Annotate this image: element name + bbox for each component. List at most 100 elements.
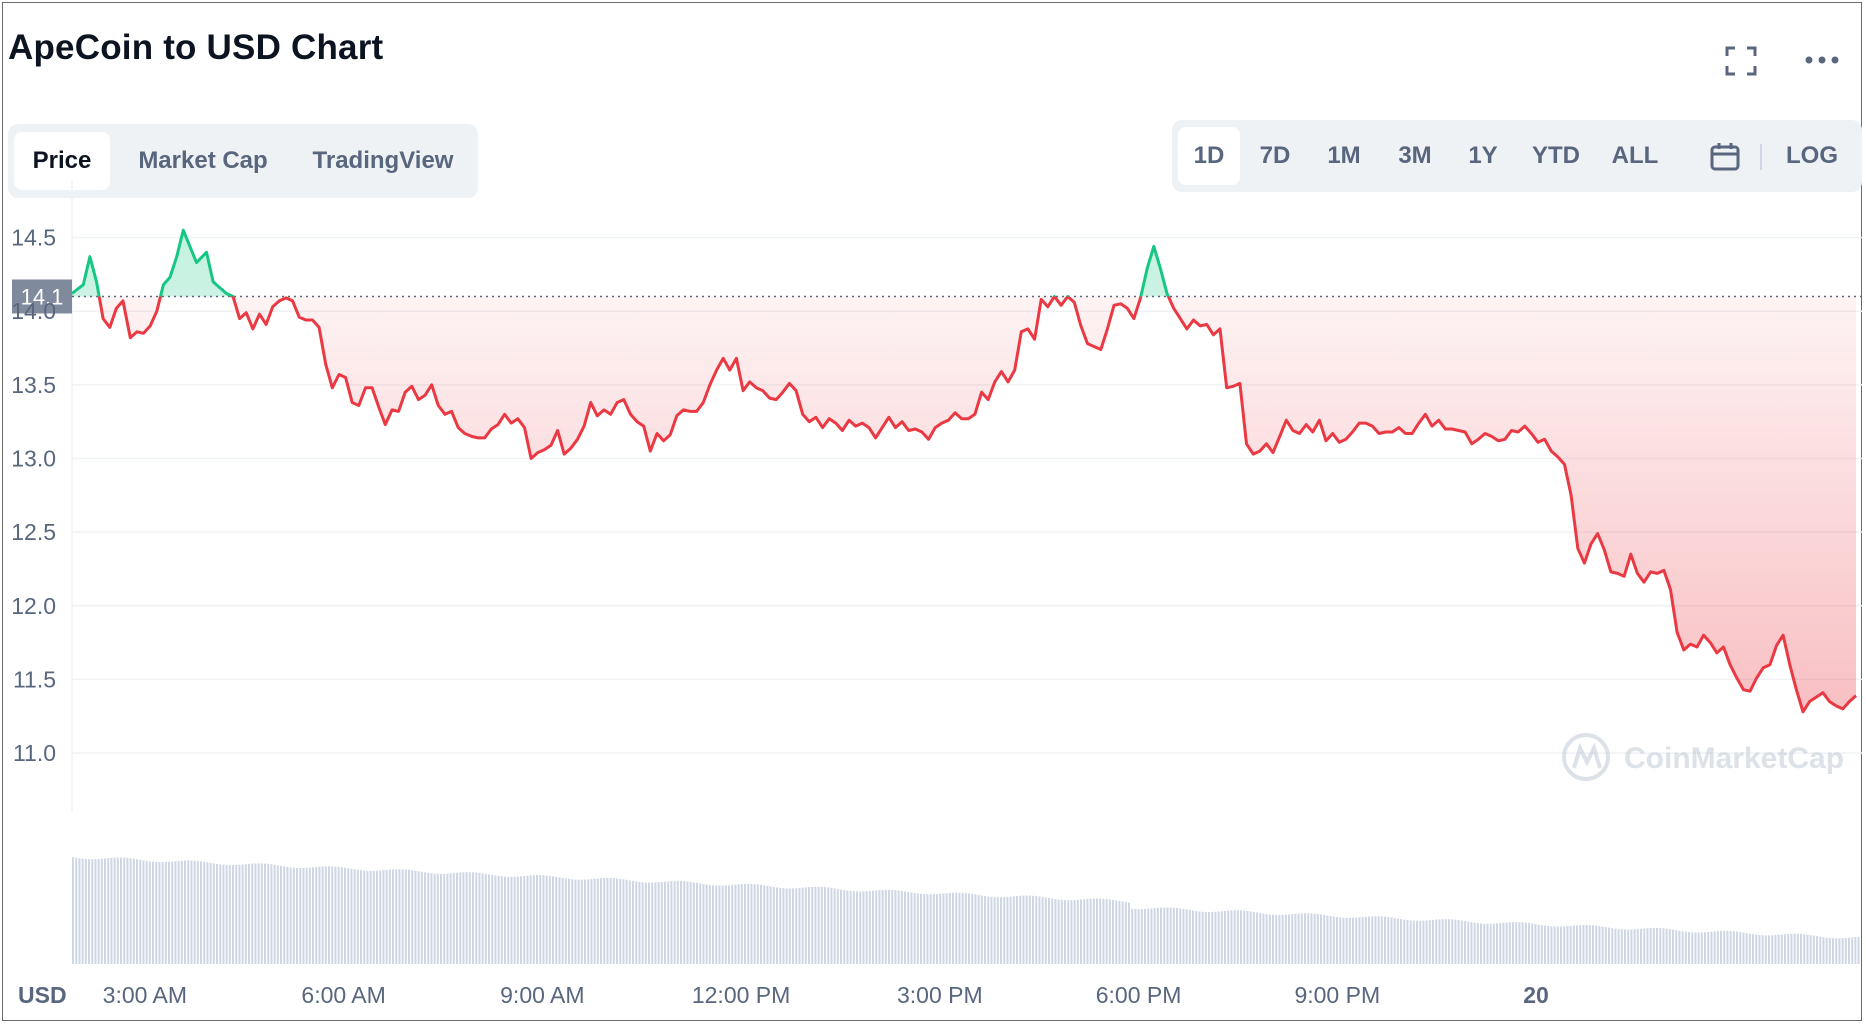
volume-bar: [1124, 902, 1127, 964]
volume-bar: [897, 890, 900, 964]
volume-bar: [171, 861, 174, 964]
volume-bar: [1166, 907, 1169, 964]
volume-bar: [1652, 927, 1655, 964]
range-ytd-button[interactable]: YTD: [1532, 142, 1580, 169]
volume-bar: [878, 890, 881, 964]
volume-bar: [1396, 918, 1399, 964]
volume-bar: [1793, 933, 1796, 964]
volume-bar: [824, 887, 826, 964]
volume-bar: [1304, 913, 1306, 964]
volume-bar: [1784, 934, 1786, 964]
volume-bar: [1556, 926, 1559, 964]
volume-bar: [715, 885, 718, 964]
volume-bar: [1307, 913, 1310, 964]
tab-market-cap[interactable]: Market Cap: [138, 147, 268, 174]
volume-bar: [712, 885, 714, 964]
volume-bar: [1355, 917, 1358, 964]
volume-bar: [1009, 896, 1012, 964]
volume-bar: [1393, 918, 1396, 964]
volume-bar: [1659, 928, 1662, 964]
y-tick-label: 14.0: [11, 298, 56, 324]
volume-bar: [1313, 913, 1316, 964]
volume-bar: [968, 893, 970, 964]
volume-bar: [612, 878, 615, 964]
volume-bar: [1768, 935, 1770, 964]
volume-bar: [932, 894, 935, 964]
volume-bar: [507, 876, 510, 964]
reference-price-line: 14.1: [12, 279, 1862, 314]
volume-bar: [763, 885, 766, 964]
volume-bar: [1499, 923, 1502, 964]
volume-bar: [219, 864, 222, 964]
calendar-icon[interactable]: [1710, 142, 1740, 172]
volume-bar: [820, 886, 823, 964]
range-1y-button[interactable]: 1Y: [1468, 142, 1498, 169]
volume-bar: [619, 878, 622, 964]
volume-bar: [1432, 919, 1434, 964]
price-line-down: [97, 296, 1857, 714]
volume-bar: [328, 866, 330, 964]
volume-bar: [280, 865, 282, 964]
volume-bar: [891, 889, 894, 964]
expand-icon[interactable]: [1725, 46, 1757, 76]
volume-bar: [795, 888, 798, 964]
range-all-button[interactable]: ALL: [1611, 142, 1659, 169]
volume-bar: [740, 884, 743, 964]
volume-bar: [270, 864, 273, 964]
volume-bar: [1848, 937, 1850, 964]
volume-bar: [388, 869, 391, 964]
more-icon[interactable]: [1804, 50, 1840, 70]
volume-bar: [257, 863, 260, 964]
volume-bar: [1105, 899, 1108, 964]
volume-bar: [974, 894, 977, 964]
volume-bar: [1470, 922, 1473, 964]
volume-bar: [504, 876, 506, 964]
volume-bar: [1796, 933, 1799, 964]
volume-bar: [811, 886, 814, 964]
volume-bar: [1259, 913, 1262, 964]
volume-bar: [513, 876, 516, 964]
volume-bar: [84, 858, 87, 964]
volume-bar: [1822, 937, 1825, 964]
volume-bar: [558, 877, 561, 964]
volume-bar: [488, 874, 490, 964]
tab-price[interactable]: Price: [14, 132, 110, 190]
volume-bar: [347, 868, 350, 964]
volume-bar: [875, 890, 878, 964]
volume-bar: [88, 859, 90, 964]
range-1d-button[interactable]: 1D: [1178, 127, 1240, 185]
volume-bar: [424, 872, 426, 964]
volume-bar: [721, 885, 724, 964]
volume-bar: [1790, 933, 1793, 964]
volume-bar: [1112, 899, 1114, 964]
volume-bar: [635, 881, 638, 964]
volume-bar: [894, 890, 897, 964]
volume-bar: [420, 871, 423, 964]
volume-bar: [1102, 898, 1105, 964]
range-7d-button[interactable]: 7D: [1259, 142, 1291, 169]
volume-bar: [440, 873, 442, 964]
volume-bar: [1684, 931, 1687, 964]
range-1m-button[interactable]: 1M: [1327, 142, 1361, 169]
volume-bar: [622, 879, 625, 964]
volume-bar: [1816, 936, 1818, 964]
volume-bar: [497, 875, 500, 964]
volume-bar: [273, 864, 276, 964]
volume-bar: [1409, 920, 1412, 964]
volume-bar: [1086, 898, 1089, 964]
volume-bar: [996, 897, 999, 964]
volume-bar: [1688, 932, 1690, 964]
volume-bar: [1518, 922, 1521, 964]
range-3m-button[interactable]: 3M: [1398, 142, 1432, 169]
volume-bar: [1019, 895, 1022, 964]
volume-bar: [1857, 936, 1860, 964]
volume-bar: [481, 873, 484, 964]
log-scale-button[interactable]: LOG: [1786, 142, 1838, 169]
volume-bar: [580, 879, 583, 964]
x-axis: USD 3:00 AM 6:00 AM 9:00 AM 12:00 PM 3:00 PM 6…: [18, 982, 1549, 1008]
tab-tradingview[interactable]: TradingView: [312, 147, 454, 174]
volume-bar: [1780, 934, 1783, 964]
volume-bar: [123, 857, 126, 964]
volume-bar: [369, 870, 372, 964]
